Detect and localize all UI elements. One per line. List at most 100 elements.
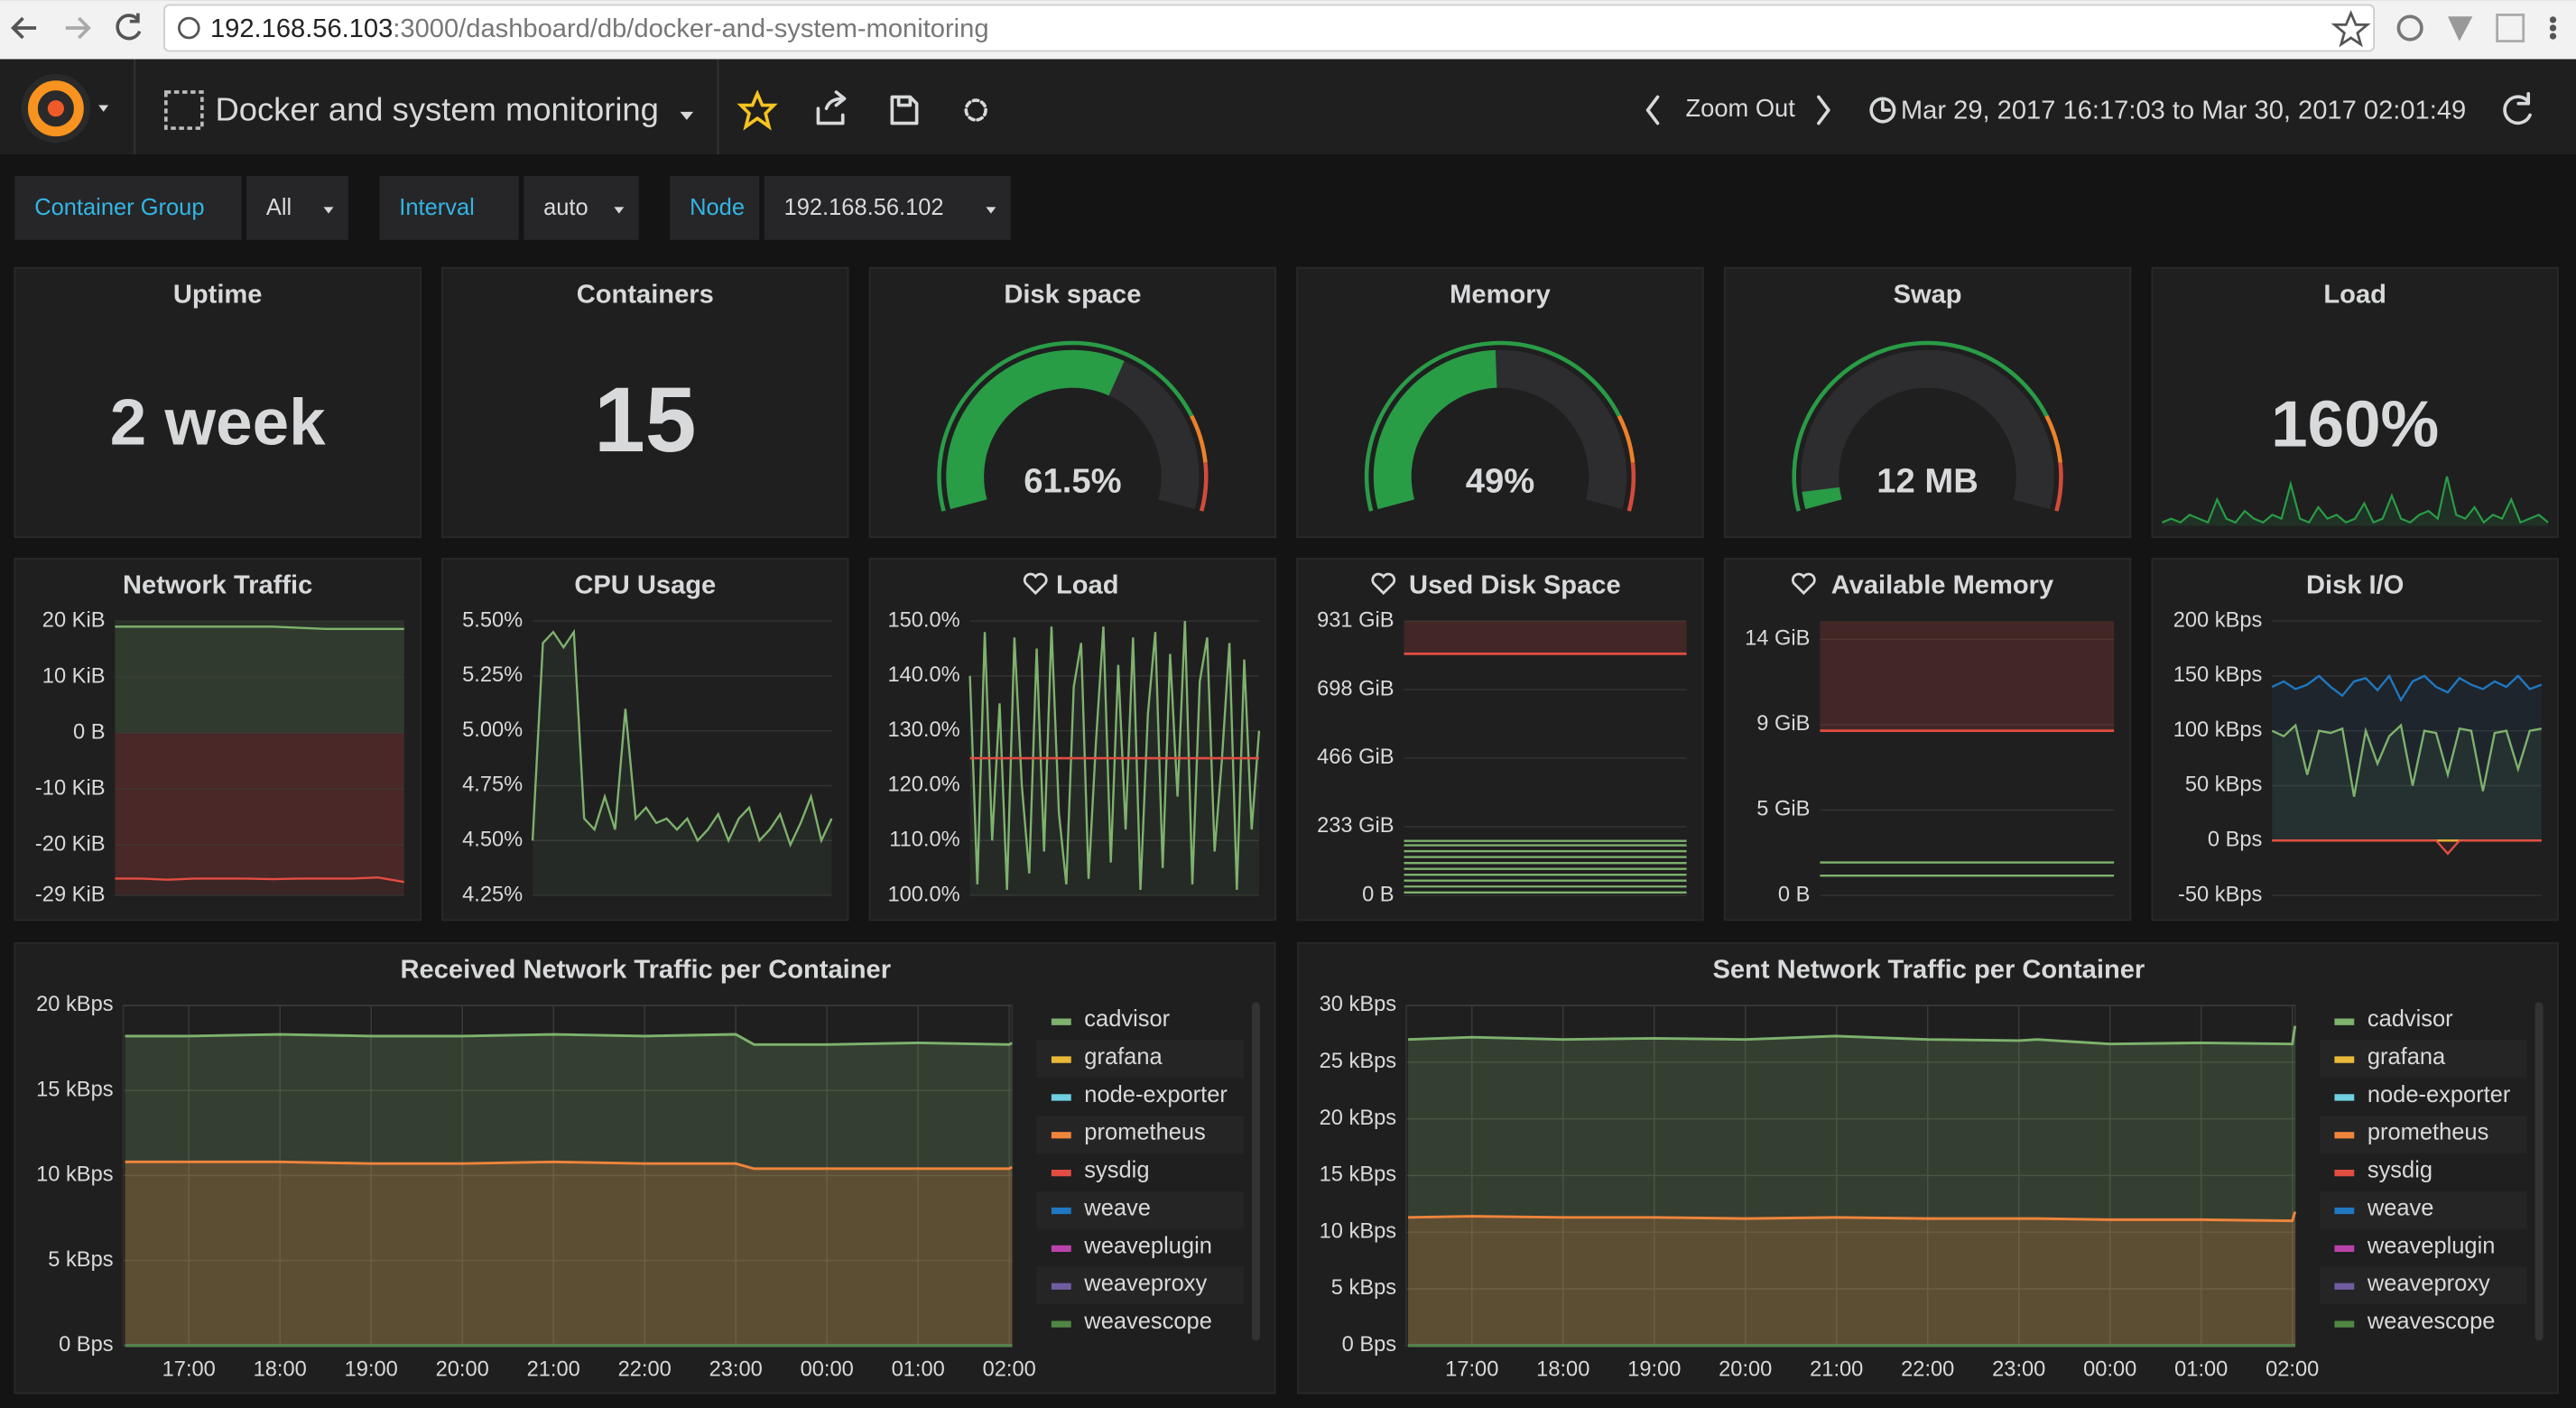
star-button[interactable] [737, 89, 778, 131]
series-area [533, 632, 832, 896]
y-tick-label: 0 Bps [59, 1333, 114, 1357]
series-line [2271, 723, 2542, 797]
url: 192.168.56.103:3000/dashboard/db/docker-… [210, 14, 989, 43]
panel-title[interactable]: Swap [1894, 280, 1962, 309]
gauge-value: 12 MB [1876, 461, 1978, 500]
legend-label[interactable]: weaveproxy [1083, 1271, 1207, 1296]
legend-label[interactable]: weave [1083, 1195, 1151, 1220]
panel-title[interactable]: Received Network Traffic per Container [401, 955, 892, 984]
back-button[interactable] [10, 16, 37, 40]
panel-title[interactable]: Network Traffic [123, 571, 312, 600]
menu-dot[interactable] [2549, 16, 2557, 23]
panel-title[interactable]: Used Disk Space [1409, 571, 1621, 600]
panel-title[interactable]: Memory [1450, 280, 1551, 309]
legend-label[interactable]: grafana [1084, 1044, 1163, 1070]
graph-panel [14, 558, 422, 922]
zoom-forward[interactable] [1817, 95, 1830, 125]
stat-value: 15 [594, 368, 696, 471]
time-range[interactable]: Mar 29, 2017 16:17:03 to Mar 30, 2017 02… [1901, 97, 2466, 125]
series-line [115, 876, 404, 884]
navbar [0, 59, 2576, 155]
legend-label[interactable]: node-exporter [1084, 1082, 1228, 1107]
y-tick-label: 4.50% [462, 829, 523, 852]
x-tick-label: 17:00 [1445, 1357, 1498, 1381]
stat-panel [14, 266, 422, 539]
panel-title[interactable]: Containers [577, 280, 714, 309]
legend-label[interactable]: cadvisor [1084, 1006, 1170, 1032]
gauge-ring-crit [1200, 462, 1209, 512]
legend-label[interactable]: weavescope [2367, 1309, 2496, 1334]
extension-icon[interactable] [2448, 16, 2473, 42]
y-tick-label: 931 GiB [1317, 608, 1394, 632]
series-line [2272, 839, 2542, 856]
legend-label[interactable]: prometheus [1084, 1120, 1206, 1145]
series-area [1408, 1211, 2295, 1346]
panel-title[interactable]: Disk I/O [2306, 571, 2404, 600]
y-tick-label: 5.25% [462, 663, 523, 687]
reload-button[interactable] [116, 13, 142, 41]
x-tick-label: 22:00 [618, 1357, 672, 1381]
panel-title[interactable]: Available Memory [1831, 571, 2054, 600]
legend-label[interactable]: node-exporter [2368, 1082, 2511, 1107]
legend-label[interactable]: weaveplugin [2367, 1233, 2496, 1258]
caret [323, 207, 334, 214]
variable-select[interactable] [764, 175, 1011, 240]
series-line [2271, 673, 2543, 703]
caret [986, 207, 996, 214]
y-tick-label: 20 KiB [42, 608, 106, 632]
series-line [531, 628, 833, 848]
sparkline-area [2162, 476, 2549, 526]
y-tick-label: 5.50% [462, 608, 523, 632]
url-box[interactable] [163, 4, 2376, 52]
save-button[interactable] [890, 95, 919, 125]
caret [680, 111, 694, 120]
y-tick-label: 233 GiB [1317, 814, 1394, 838]
negative-region [115, 733, 404, 896]
extension-icon[interactable] [2396, 14, 2423, 42]
sparkline [2161, 476, 2549, 524]
dashboard-title[interactable]: Docker and system monitoring [215, 90, 658, 127]
graph-panel [1296, 558, 1704, 922]
variable-label: Container Group [34, 195, 204, 220]
series-area [115, 733, 404, 883]
y-tick-label: 200 kBps [2173, 608, 2263, 632]
legend-label[interactable]: weaveplugin [1083, 1233, 1212, 1258]
panel-title[interactable]: Load [2323, 280, 2386, 309]
series-area [125, 1162, 1013, 1346]
legend-label[interactable]: weave [2367, 1195, 2434, 1220]
zoom-back[interactable] [1645, 95, 1660, 125]
legend-label[interactable]: cadvisor [2368, 1006, 2453, 1032]
forward-button[interactable] [65, 16, 91, 40]
legend-label[interactable]: grafana [2368, 1044, 2446, 1070]
legend-label[interactable]: prometheus [2368, 1120, 2489, 1145]
panel-title[interactable]: CPU Usage [574, 571, 716, 600]
bookmark-star[interactable] [2330, 10, 2371, 48]
y-tick-label: 150.0% [887, 608, 959, 632]
y-tick-label: 15 kBps [36, 1078, 113, 1101]
zoom-out[interactable]: Zoom Out [1685, 94, 1795, 122]
legend-label[interactable]: weaveproxy [2367, 1271, 2490, 1296]
legend-label[interactable]: sysdig [1084, 1158, 1149, 1183]
refresh-button[interactable] [2503, 91, 2532, 125]
extension-icon[interactable] [2496, 14, 2525, 42]
series-line [1408, 1025, 2297, 1046]
x-tick-label: 23:00 [1992, 1357, 2045, 1381]
panel-title[interactable]: Sent Network Traffic per Container [1712, 955, 2145, 984]
panel-title[interactable]: Disk space [1004, 280, 1141, 309]
gauge-value: 61.5% [1024, 461, 1121, 500]
stat-panel [1723, 266, 2132, 539]
gauge-fill [1373, 349, 1497, 510]
legend-label[interactable]: sysdig [2368, 1158, 2432, 1183]
gauge-ring-warn [1617, 414, 1635, 463]
y-tick-label: 110.0% [889, 829, 959, 852]
panel-title[interactable]: Load [1056, 571, 1119, 600]
panel-title[interactable]: Uptime [173, 280, 263, 309]
variable-select[interactable] [246, 175, 348, 240]
graph-panel [441, 558, 849, 922]
share-button[interactable] [816, 90, 847, 125]
settings-button[interactable] [964, 98, 987, 122]
clock-icon [1869, 97, 1896, 124]
dashboard: Container Group All Interval auto Node 192.16… [14, 175, 2559, 1394]
legend-label[interactable]: weavescope [1083, 1309, 1212, 1334]
